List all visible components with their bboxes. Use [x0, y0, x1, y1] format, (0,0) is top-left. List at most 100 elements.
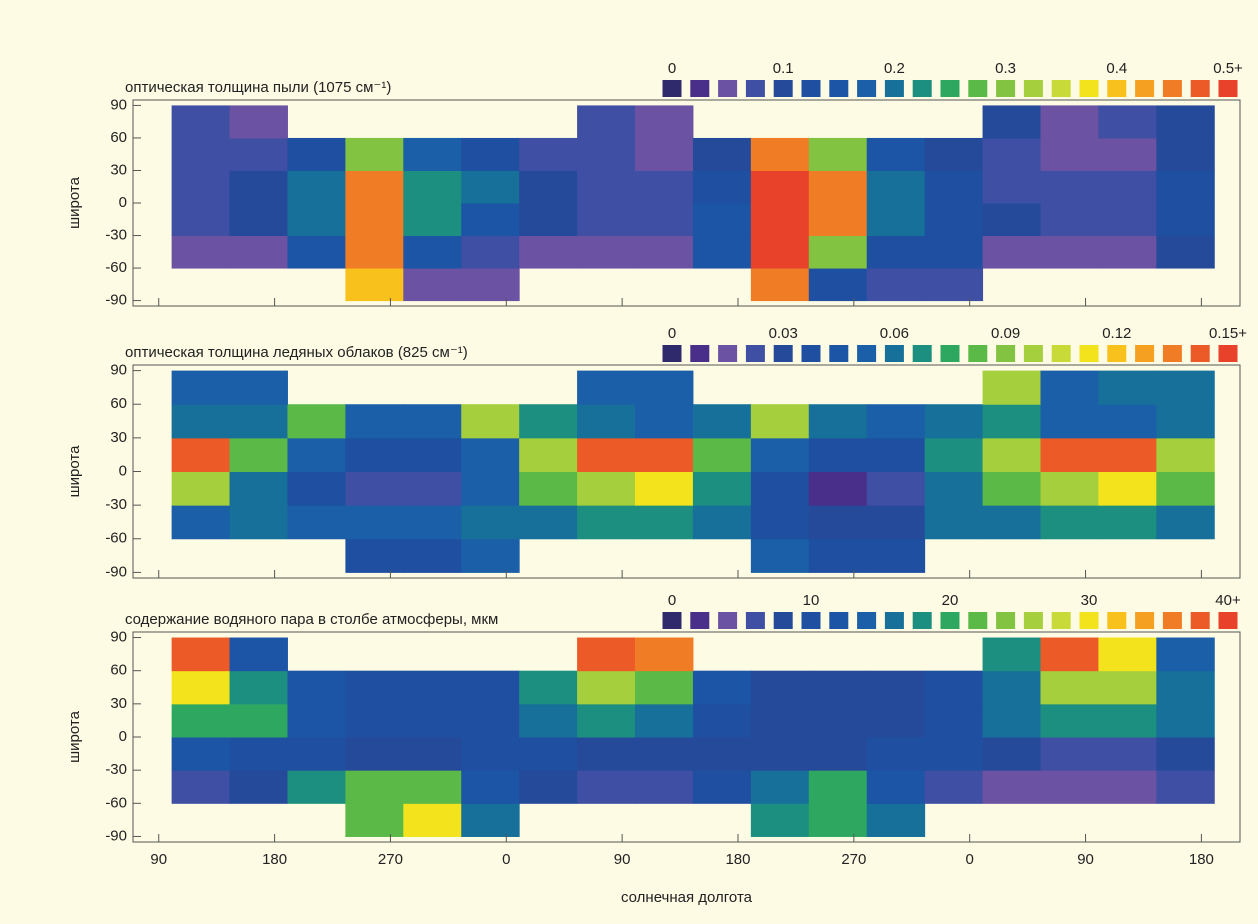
x-tick-label: 90 — [150, 851, 167, 868]
x-tick-label: 90 — [614, 851, 631, 868]
heat-cell — [808, 137, 868, 171]
heat-cell — [750, 703, 810, 738]
heat-cell — [1098, 437, 1157, 472]
heat-cell — [229, 670, 288, 705]
colorbar-swatch — [884, 80, 904, 97]
y-tick-label: -90 — [105, 827, 127, 844]
colorbar-tick-label: 10 — [803, 592, 820, 609]
heat-cell — [229, 471, 288, 506]
heat-cell — [808, 235, 868, 269]
heat-cell — [750, 770, 810, 804]
heat-cell — [982, 637, 1041, 672]
colorbar-swatch — [1162, 612, 1182, 629]
x-tick-label: 180 — [725, 851, 750, 868]
colorbar-swatch — [801, 80, 821, 97]
x-tick-label: 90 — [1077, 851, 1094, 868]
heat-cell — [635, 770, 694, 804]
heat-cell — [461, 437, 520, 472]
heat-cell — [692, 703, 752, 738]
y-tick-label: -90 — [105, 563, 127, 580]
heat-cell — [692, 770, 752, 804]
heat-cell — [866, 137, 926, 171]
heat-cell — [287, 471, 346, 506]
heat-cell — [171, 105, 231, 139]
heat-cell — [866, 770, 926, 804]
colorbar-swatch — [1107, 80, 1127, 97]
colorbar-swatch — [996, 345, 1016, 362]
heat-cell — [750, 505, 810, 540]
colorbar-swatch — [745, 345, 765, 362]
heat-cell — [403, 737, 462, 771]
heat-cell — [924, 268, 984, 302]
heat-cell — [1156, 404, 1215, 439]
heat-cell — [519, 770, 578, 804]
heat-cell — [1156, 637, 1215, 672]
heat-cell — [287, 203, 346, 237]
heat-cell — [808, 505, 868, 540]
colorbar-swatch — [1190, 80, 1210, 97]
heat-cell — [1040, 770, 1099, 804]
heat-cell — [1098, 370, 1157, 405]
y-tick-label: 90 — [110, 628, 127, 645]
heat-cell — [1156, 137, 1215, 171]
heat-cell — [171, 471, 231, 506]
heat-cell — [461, 170, 520, 204]
heat-cell — [171, 737, 231, 771]
colorbar-tick-label: 0 — [668, 325, 676, 342]
heat-cell — [461, 737, 520, 771]
heat-cell — [750, 268, 810, 302]
heat-cell — [924, 404, 984, 439]
x-tick-label: 0 — [502, 851, 510, 868]
heat-cell — [982, 137, 1041, 171]
heat-cell — [808, 268, 868, 302]
y-axis-label: широта — [66, 710, 83, 762]
colorbar-swatch — [968, 80, 988, 97]
heat-cell — [1156, 471, 1215, 506]
heat-cell — [345, 770, 404, 804]
colorbar-swatch — [718, 80, 738, 97]
heat-cell — [1098, 471, 1157, 506]
colorbar-swatch — [1162, 80, 1182, 97]
colorbar-swatch — [1051, 345, 1071, 362]
heat-cell — [635, 137, 694, 171]
colorbar-swatch — [996, 612, 1016, 629]
colorbar-swatch — [829, 80, 849, 97]
heat-cell — [866, 437, 926, 472]
heat-cell — [692, 505, 752, 540]
heat-cell — [866, 538, 926, 573]
heat-cell — [750, 437, 810, 472]
heat-cell — [345, 137, 404, 171]
heat-cell — [750, 235, 810, 269]
heat-cell — [1156, 203, 1215, 237]
heat-cell — [229, 137, 288, 171]
heat-cell — [577, 437, 636, 472]
heat-cell — [287, 770, 346, 804]
heat-cell — [866, 803, 926, 837]
colorbar-swatch — [1135, 612, 1155, 629]
y-tick-label: -60 — [105, 530, 127, 547]
heat-cell — [577, 137, 636, 171]
colorbar-tick-label: 0.12 — [1102, 325, 1131, 342]
heat-cell — [345, 268, 404, 302]
heat-cell — [635, 505, 694, 540]
heat-cell — [1098, 105, 1157, 139]
heat-cell — [345, 737, 404, 771]
heat-cell — [692, 404, 752, 439]
heat-cell — [866, 737, 926, 771]
heat-cell — [461, 770, 520, 804]
heat-cell — [171, 137, 231, 171]
heat-cell — [1156, 170, 1215, 204]
chart-title: оптическая толщина пыли (1075 см⁻¹) — [125, 79, 391, 96]
heat-cell — [924, 170, 984, 204]
heat-cell — [1098, 505, 1157, 540]
heat-cell — [982, 105, 1041, 139]
heat-cell — [287, 170, 346, 204]
heat-cell — [808, 538, 868, 573]
heat-cell — [808, 670, 868, 705]
heat-cell — [808, 770, 868, 804]
colorbar-tick-label: 0.5+ — [1213, 60, 1243, 77]
heat-cell — [1156, 770, 1215, 804]
heat-cell — [461, 137, 520, 171]
heat-cell — [1098, 703, 1157, 738]
heat-cell — [345, 670, 404, 705]
